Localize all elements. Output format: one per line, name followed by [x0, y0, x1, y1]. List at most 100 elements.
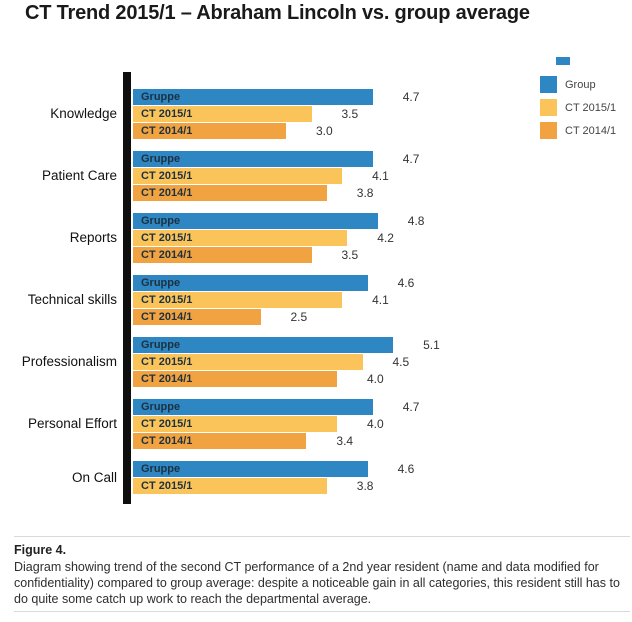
- figure-label: Figure 4.: [14, 543, 67, 557]
- bar-series-label: CT 2015/1: [141, 107, 193, 120]
- bar-series-label: Gruppe: [141, 400, 181, 413]
- legend-item: Group: [540, 76, 616, 93]
- bar-series-label: Gruppe: [141, 152, 181, 165]
- bar-series-label: Gruppe: [141, 338, 181, 351]
- figure-caption: Figure 4. Diagram showing trend of the s…: [14, 543, 620, 607]
- bar-series-label: CT 2015/1: [141, 417, 193, 430]
- bar-row: CT 2015/1 4.5: [133, 353, 440, 370]
- category-bars: Gruppe 4.8 CT 2015/1 4.2 CT 2014/1 3.5: [133, 212, 424, 263]
- category-bars: Gruppe 4.6 CT 2015/1 3.8: [133, 460, 414, 494]
- bar-row: Gruppe 4.8: [133, 212, 424, 229]
- category-group: Reports Gruppe 4.8 CT 2015/1 4.2 CT 2014/1 3.5: [0, 212, 440, 263]
- bar-series-label: CT 2014/1: [141, 124, 193, 137]
- bar: Gruppe: [133, 88, 373, 105]
- caption-bottom-divider: [14, 611, 630, 612]
- category-group: Technical skills Gruppe 4.6 CT 2015/1 4.1 CT …: [0, 274, 440, 325]
- chart-groups: Knowledge Gruppe 4.7 CT 2015/1 3.5 CT 2014/1 3…: [0, 88, 440, 505]
- bar-series-label: CT 2015/1: [141, 293, 193, 306]
- category-group: Patient Care Gruppe 4.7 CT 2015/1 4.1 CT 2014…: [0, 150, 440, 201]
- value-label: 4.5: [392, 354, 410, 369]
- bar: Gruppe: [133, 460, 368, 477]
- bar-row: CT 2014/1 4.0: [133, 370, 440, 387]
- bar: CT 2014/1: [133, 246, 312, 263]
- value-label: 4.1: [372, 292, 389, 307]
- category-group: On Call Gruppe 4.6 CT 2015/1 3.8: [0, 460, 440, 494]
- category-bars: Gruppe 5.1 CT 2015/1 4.5 CT 2014/1 4.0: [133, 336, 440, 387]
- bar-series-label: CT 2014/1: [141, 434, 193, 447]
- bar-series-label: CT 2015/1: [141, 479, 193, 492]
- bar-series-label: CT 2014/1: [141, 186, 193, 199]
- value-label: 3.5: [341, 247, 359, 262]
- caption-top-divider: [14, 536, 630, 537]
- legend-item: CT 2015/1: [540, 99, 616, 116]
- category-label: Technical skills: [27, 292, 117, 307]
- value-label: 3.0: [316, 123, 333, 138]
- bar: Gruppe: [133, 274, 368, 291]
- bar-row: Gruppe 4.7: [133, 88, 419, 105]
- value-label: 4.6: [397, 461, 415, 476]
- decorative-blue-mark: [556, 57, 570, 65]
- figure-caption-text: Diagram showing trend of the second CT p…: [14, 560, 620, 606]
- bar-series-label: CT 2015/1: [141, 355, 193, 368]
- value-label: 4.1: [372, 168, 389, 183]
- legend-swatch: [540, 76, 557, 93]
- category-group: Personal Effort Gruppe 4.7 CT 2015/1 4.0 CT 2…: [0, 398, 440, 449]
- bar: Gruppe: [133, 212, 378, 229]
- legend-label: CT 2014/1: [565, 124, 617, 137]
- value-label: 4.7: [402, 151, 420, 166]
- bar: CT 2014/1: [133, 432, 307, 449]
- value-label: 4.7: [402, 89, 420, 104]
- bar: CT 2014/1: [133, 308, 261, 325]
- bar: CT 2015/1: [133, 167, 343, 184]
- bar: CT 2014/1: [133, 184, 327, 201]
- bar: Gruppe: [133, 150, 373, 167]
- category-bars: Gruppe 4.7 CT 2015/1 3.5 CT 2014/1 3.0: [133, 88, 419, 139]
- bar-row: Gruppe 4.7: [133, 150, 419, 167]
- bar: CT 2015/1: [133, 353, 363, 370]
- chart-legend: Group CT 2015/1 CT 2014/1: [540, 76, 616, 145]
- bar-series-label: CT 2015/1: [141, 231, 193, 244]
- bar-row: CT 2015/1 4.1: [133, 167, 419, 184]
- bar-series-label: CT 2014/1: [141, 310, 193, 323]
- legend-swatch: [540, 122, 557, 139]
- legend-swatch: [540, 99, 557, 116]
- bar: CT 2014/1: [133, 370, 337, 387]
- bar-row: CT 2015/1 3.5: [133, 105, 419, 122]
- bar-row: CT 2014/1 3.4: [133, 432, 419, 449]
- bar-series-label: CT 2015/1: [141, 169, 193, 182]
- value-label: 4.0: [367, 416, 384, 431]
- bar-row: Gruppe 5.1: [133, 336, 440, 353]
- bar-row: Gruppe 4.6: [133, 274, 414, 291]
- bar: Gruppe: [133, 398, 373, 415]
- category-label: On Call: [71, 469, 117, 485]
- y-axis-line: [123, 72, 131, 504]
- bar-row: Gruppe 4.7: [133, 398, 419, 415]
- bar: CT 2015/1: [133, 477, 327, 494]
- value-label: 4.7: [402, 399, 420, 414]
- bar: CT 2015/1: [133, 291, 343, 308]
- bar: CT 2015/1: [133, 229, 348, 246]
- bar: CT 2014/1: [133, 122, 286, 139]
- bar-series-label: CT 2014/1: [141, 372, 193, 385]
- category-label: Patient Care: [41, 168, 117, 183]
- bar-series-label: Gruppe: [141, 462, 181, 475]
- bar-row: CT 2015/1 3.8: [133, 477, 414, 494]
- bar-row: CT 2014/1 3.5: [133, 246, 424, 263]
- bar-series-label: CT 2014/1: [141, 248, 193, 261]
- category-group: Knowledge Gruppe 4.7 CT 2015/1 3.5 CT 2014/1 3…: [0, 88, 440, 139]
- category-label: Reports: [69, 230, 117, 245]
- bar-row: CT 2015/1 4.0: [133, 415, 419, 432]
- bar-row: CT 2014/1 3.0: [133, 122, 419, 139]
- value-label: 4.6: [397, 275, 415, 290]
- bar: Gruppe: [133, 336, 394, 353]
- value-label: 3.4: [336, 433, 354, 448]
- category-label: Knowledge: [50, 106, 117, 121]
- value-label: 4.2: [377, 230, 394, 245]
- value-label: 2.5: [290, 309, 308, 324]
- bar-row: CT 2014/1 3.8: [133, 184, 419, 201]
- bar-row: CT 2015/1 4.1: [133, 291, 414, 308]
- category-bars: Gruppe 4.7 CT 2015/1 4.1 CT 2014/1 3.8: [133, 150, 419, 201]
- value-label: 5.1: [423, 337, 440, 352]
- value-label: 3.5: [341, 106, 359, 121]
- value-label: 3.8: [356, 185, 374, 200]
